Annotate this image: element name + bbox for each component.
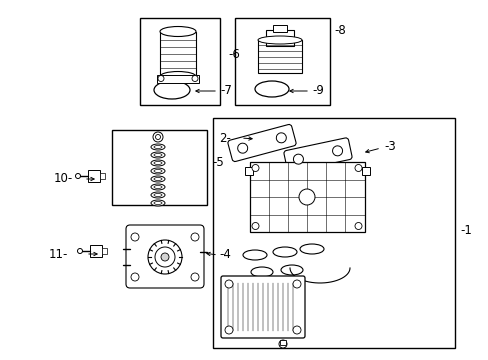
Bar	[280, 340, 285, 345]
Ellipse shape	[151, 176, 164, 182]
Ellipse shape	[151, 200, 164, 206]
Circle shape	[224, 326, 232, 334]
Ellipse shape	[281, 265, 303, 275]
Text: -5: -5	[212, 157, 224, 170]
FancyBboxPatch shape	[126, 225, 203, 288]
Circle shape	[251, 165, 259, 171]
Circle shape	[292, 326, 301, 334]
FancyBboxPatch shape	[227, 125, 296, 162]
Text: 10-: 10-	[54, 172, 73, 185]
Circle shape	[131, 273, 139, 281]
Ellipse shape	[154, 177, 162, 180]
Bar	[244, 167, 252, 175]
Circle shape	[158, 76, 163, 81]
Circle shape	[131, 233, 139, 241]
Bar	[100, 173, 105, 179]
Ellipse shape	[276, 133, 286, 143]
Bar	[258, 40, 302, 73]
Circle shape	[191, 233, 199, 241]
Bar	[160, 31, 196, 77]
Ellipse shape	[154, 153, 162, 157]
Circle shape	[354, 165, 361, 171]
Circle shape	[148, 240, 182, 274]
Ellipse shape	[151, 160, 164, 166]
Circle shape	[354, 222, 361, 230]
Circle shape	[155, 135, 160, 139]
Ellipse shape	[250, 267, 272, 277]
Ellipse shape	[154, 170, 162, 172]
Circle shape	[153, 132, 163, 142]
Text: -3: -3	[383, 140, 395, 153]
Ellipse shape	[154, 162, 162, 165]
FancyBboxPatch shape	[221, 276, 305, 338]
Ellipse shape	[151, 192, 164, 198]
Bar	[265, 30, 293, 46]
Circle shape	[155, 247, 175, 267]
Text: -4: -4	[219, 248, 230, 261]
Ellipse shape	[154, 145, 162, 148]
Ellipse shape	[151, 168, 164, 174]
Ellipse shape	[237, 143, 247, 153]
Circle shape	[251, 222, 259, 230]
Ellipse shape	[154, 185, 162, 189]
Bar	[140, 18, 220, 105]
Bar	[249, 162, 364, 232]
Circle shape	[75, 174, 81, 179]
Bar	[235, 18, 329, 105]
Ellipse shape	[151, 152, 164, 158]
Ellipse shape	[293, 154, 303, 164]
Bar	[102, 248, 107, 254]
Ellipse shape	[299, 244, 324, 254]
Circle shape	[161, 253, 169, 261]
Circle shape	[279, 340, 286, 348]
FancyBboxPatch shape	[284, 138, 351, 172]
Circle shape	[224, 280, 232, 288]
Ellipse shape	[258, 36, 302, 44]
Ellipse shape	[272, 247, 296, 257]
Ellipse shape	[243, 250, 266, 260]
Ellipse shape	[160, 27, 196, 36]
Text: -9: -9	[311, 85, 323, 98]
Ellipse shape	[160, 72, 196, 81]
Circle shape	[192, 76, 198, 81]
Text: -7: -7	[220, 85, 231, 98]
Text: -8: -8	[333, 23, 345, 36]
Ellipse shape	[154, 194, 162, 197]
Circle shape	[298, 189, 314, 205]
Circle shape	[292, 280, 301, 288]
Ellipse shape	[151, 184, 164, 190]
Bar	[213, 118, 454, 348]
Bar	[90, 245, 102, 257]
Ellipse shape	[254, 81, 288, 97]
Text: -1: -1	[459, 224, 471, 237]
Bar	[361, 167, 369, 175]
Bar	[157, 75, 199, 82]
Ellipse shape	[151, 144, 164, 150]
Bar	[112, 130, 206, 205]
Circle shape	[77, 248, 82, 253]
Text: -6: -6	[227, 49, 240, 62]
Bar	[272, 25, 286, 32]
Ellipse shape	[154, 202, 162, 204]
Ellipse shape	[154, 81, 190, 99]
Text: 2-: 2-	[219, 131, 230, 144]
Circle shape	[191, 273, 199, 281]
Bar	[88, 170, 100, 182]
Ellipse shape	[332, 146, 342, 156]
Text: 11-: 11-	[49, 248, 68, 261]
